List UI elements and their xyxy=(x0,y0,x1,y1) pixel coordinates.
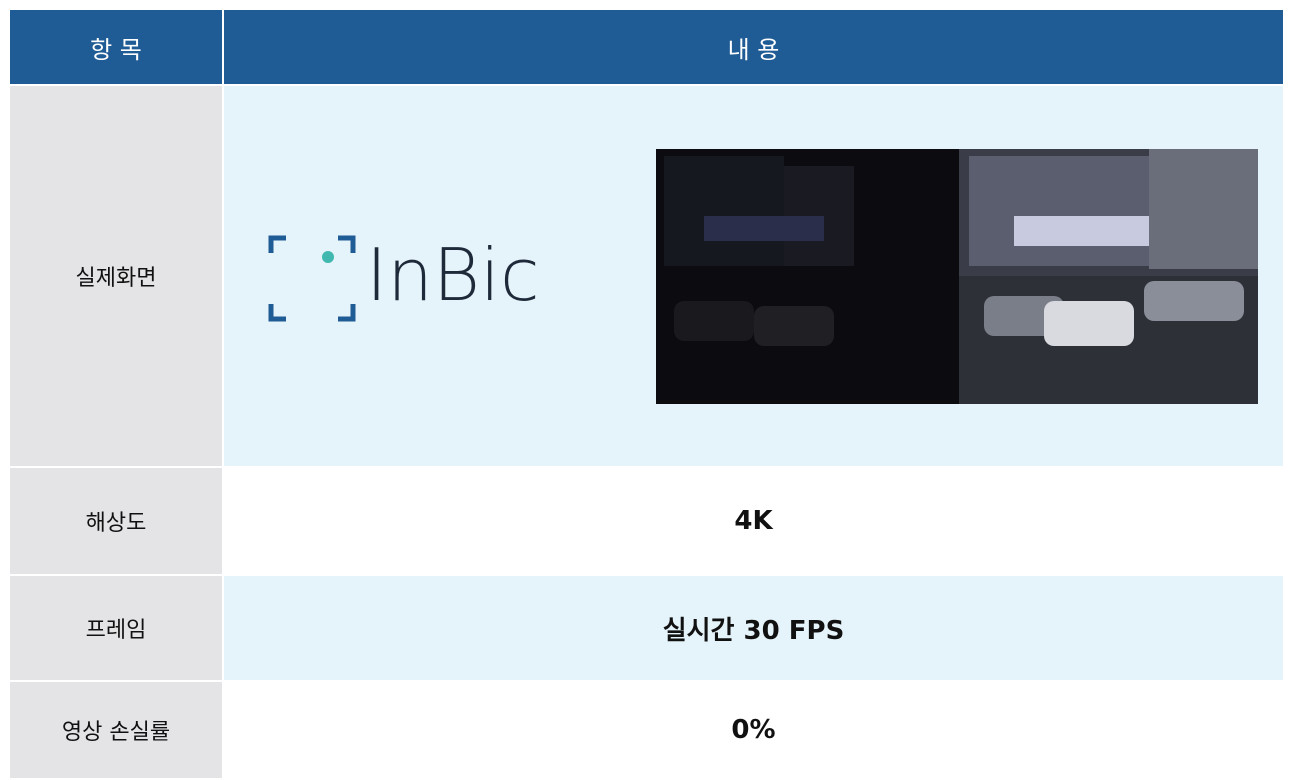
logo-mark xyxy=(271,238,353,319)
row-label: 프레임 xyxy=(10,576,222,680)
page: 항 목 내 용 실제화면 InBic 해상도 4K 프레임 실시간 30 FPS… xyxy=(0,0,1293,780)
screen-visual: InBic xyxy=(224,86,1283,466)
row-value: 0% xyxy=(224,682,1283,778)
row-label: 해상도 xyxy=(10,468,222,574)
header-cell: 항 목 xyxy=(10,10,222,84)
header-cell: 내 용 xyxy=(224,10,1283,84)
logo-dot xyxy=(322,251,334,263)
row-value: 4K xyxy=(224,468,1283,574)
logo-text: InBic xyxy=(366,233,540,317)
row-content: InBic xyxy=(224,86,1283,466)
photo xyxy=(656,149,1258,404)
row-label: 영상 손실률 xyxy=(10,682,222,778)
row-label: 실제화면 xyxy=(10,86,222,466)
row-value: 실시간 30 FPS xyxy=(224,576,1283,680)
